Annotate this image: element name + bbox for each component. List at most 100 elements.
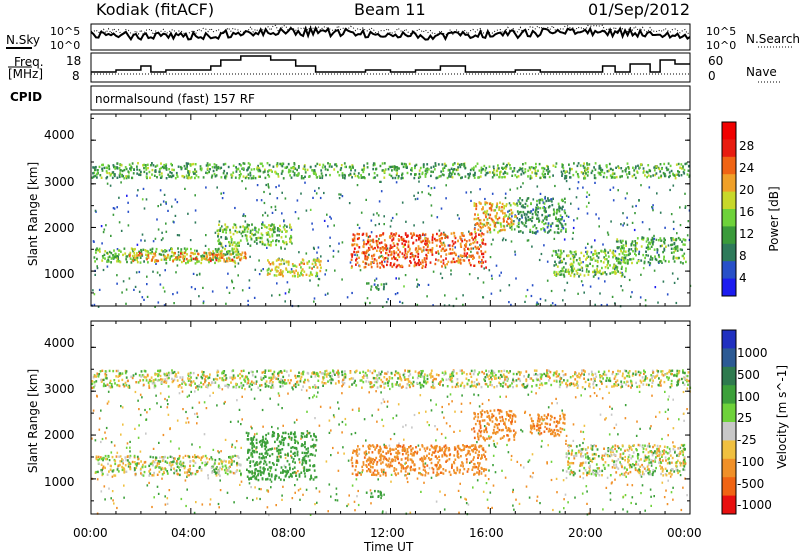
scatter-echo bbox=[284, 197, 287, 200]
scatter-echo bbox=[601, 397, 604, 400]
region-0-echo bbox=[606, 376, 608, 380]
scatter-echo bbox=[506, 443, 508, 447]
region-0-echo bbox=[505, 375, 508, 379]
scatter-echo bbox=[480, 471, 483, 474]
region-1-echo bbox=[119, 260, 122, 264]
region-4-echo bbox=[266, 273, 269, 276]
region-9-echo bbox=[556, 253, 559, 256]
scatter-echo bbox=[167, 209, 169, 212]
scatter-echo bbox=[598, 217, 600, 220]
region-0-echo bbox=[106, 383, 109, 386]
scatter-echo bbox=[293, 421, 296, 424]
region-0-echo bbox=[181, 378, 184, 381]
region-0-echo bbox=[583, 175, 586, 178]
region-0-echo bbox=[289, 170, 292, 173]
scatter-echo bbox=[465, 502, 468, 505]
region-1-echo bbox=[150, 252, 153, 255]
scatter-echo bbox=[187, 421, 190, 424]
region-8-echo bbox=[559, 221, 562, 225]
scatter-echo bbox=[577, 292, 579, 295]
scatter-echo bbox=[514, 253, 517, 256]
region-0-echo bbox=[426, 163, 429, 166]
region-0-echo bbox=[297, 174, 299, 177]
region-5-echo bbox=[430, 249, 433, 252]
region-9-echo bbox=[583, 254, 585, 258]
scatter-echo bbox=[291, 242, 293, 245]
scatter-echo bbox=[508, 202, 511, 205]
region-7-echo bbox=[508, 224, 511, 228]
region-5-echo bbox=[461, 254, 464, 258]
region-0-echo bbox=[200, 167, 203, 170]
region-2-echo bbox=[237, 255, 240, 259]
scatter-echo bbox=[655, 415, 657, 418]
region-0-echo bbox=[450, 167, 453, 170]
region-5-echo bbox=[393, 250, 395, 253]
region-5-echo bbox=[415, 250, 418, 254]
region-0-echo bbox=[254, 176, 257, 180]
scatter-echo bbox=[562, 299, 564, 302]
region-1-echo bbox=[95, 248, 97, 252]
region-0-echo bbox=[560, 170, 563, 173]
region-0-echo bbox=[387, 168, 390, 171]
region-0-echo bbox=[461, 381, 464, 385]
scatter-echo bbox=[333, 224, 335, 227]
region-5-echo bbox=[478, 256, 481, 259]
region-8-echo bbox=[546, 231, 549, 234]
scatter-echo bbox=[381, 418, 383, 421]
scatter-echo bbox=[158, 441, 160, 444]
region-0-echo bbox=[206, 162, 209, 165]
scatter-echo bbox=[566, 281, 569, 284]
region-0-echo bbox=[677, 371, 680, 375]
region-9-echo bbox=[563, 257, 565, 261]
scatter-echo bbox=[268, 514, 270, 517]
region-4-echo bbox=[268, 272, 271, 276]
region-0-echo bbox=[624, 169, 627, 172]
region-10-echo bbox=[617, 246, 619, 250]
region-5-echo bbox=[442, 262, 445, 265]
region-4-echo bbox=[309, 271, 312, 274]
region-0-echo bbox=[298, 375, 301, 378]
region-5-echo bbox=[353, 237, 356, 240]
region-0-echo bbox=[293, 174, 296, 177]
region-5-echo bbox=[472, 238, 475, 241]
region-0-echo bbox=[688, 164, 691, 168]
region-5-echo bbox=[379, 266, 382, 269]
region-7-echo bbox=[475, 217, 478, 221]
region-8-echo bbox=[522, 204, 524, 207]
region-2-echo bbox=[216, 253, 219, 257]
region-0-echo bbox=[349, 172, 352, 176]
scatter-echo bbox=[112, 207, 115, 210]
region-10-echo bbox=[616, 240, 619, 243]
region-7-echo bbox=[510, 228, 513, 231]
region-5-echo bbox=[366, 250, 369, 253]
region-7-echo bbox=[501, 202, 504, 206]
region-3-echo bbox=[220, 236, 223, 239]
scatter-echo bbox=[327, 292, 329, 295]
scatter-echo bbox=[380, 402, 383, 405]
scatter-echo bbox=[323, 219, 326, 222]
region-0-echo bbox=[673, 174, 676, 177]
region-2-echo bbox=[192, 252, 195, 256]
region-0-echo bbox=[231, 378, 234, 381]
scatter-echo bbox=[606, 303, 608, 306]
scatter-echo bbox=[440, 432, 443, 436]
region-0-echo bbox=[264, 168, 266, 171]
scatter-echo bbox=[512, 504, 514, 507]
region-0-echo bbox=[118, 374, 121, 377]
region-0-echo bbox=[576, 173, 579, 176]
region-5-echo bbox=[453, 235, 456, 238]
region-0-echo bbox=[605, 176, 608, 179]
scatter-echo bbox=[620, 223, 622, 226]
region-0-echo bbox=[522, 163, 524, 166]
scatter-echo bbox=[217, 502, 220, 506]
region-0-echo bbox=[383, 176, 386, 179]
region-0-echo bbox=[158, 378, 160, 382]
scatter-echo bbox=[485, 482, 488, 485]
region-0-echo bbox=[415, 173, 417, 176]
scatter-echo bbox=[525, 295, 527, 298]
scatter-echo bbox=[153, 496, 155, 499]
region-2-echo bbox=[165, 257, 167, 260]
region-5-echo bbox=[425, 248, 428, 251]
region-7-echo bbox=[489, 202, 491, 206]
region-0-echo bbox=[455, 168, 458, 172]
